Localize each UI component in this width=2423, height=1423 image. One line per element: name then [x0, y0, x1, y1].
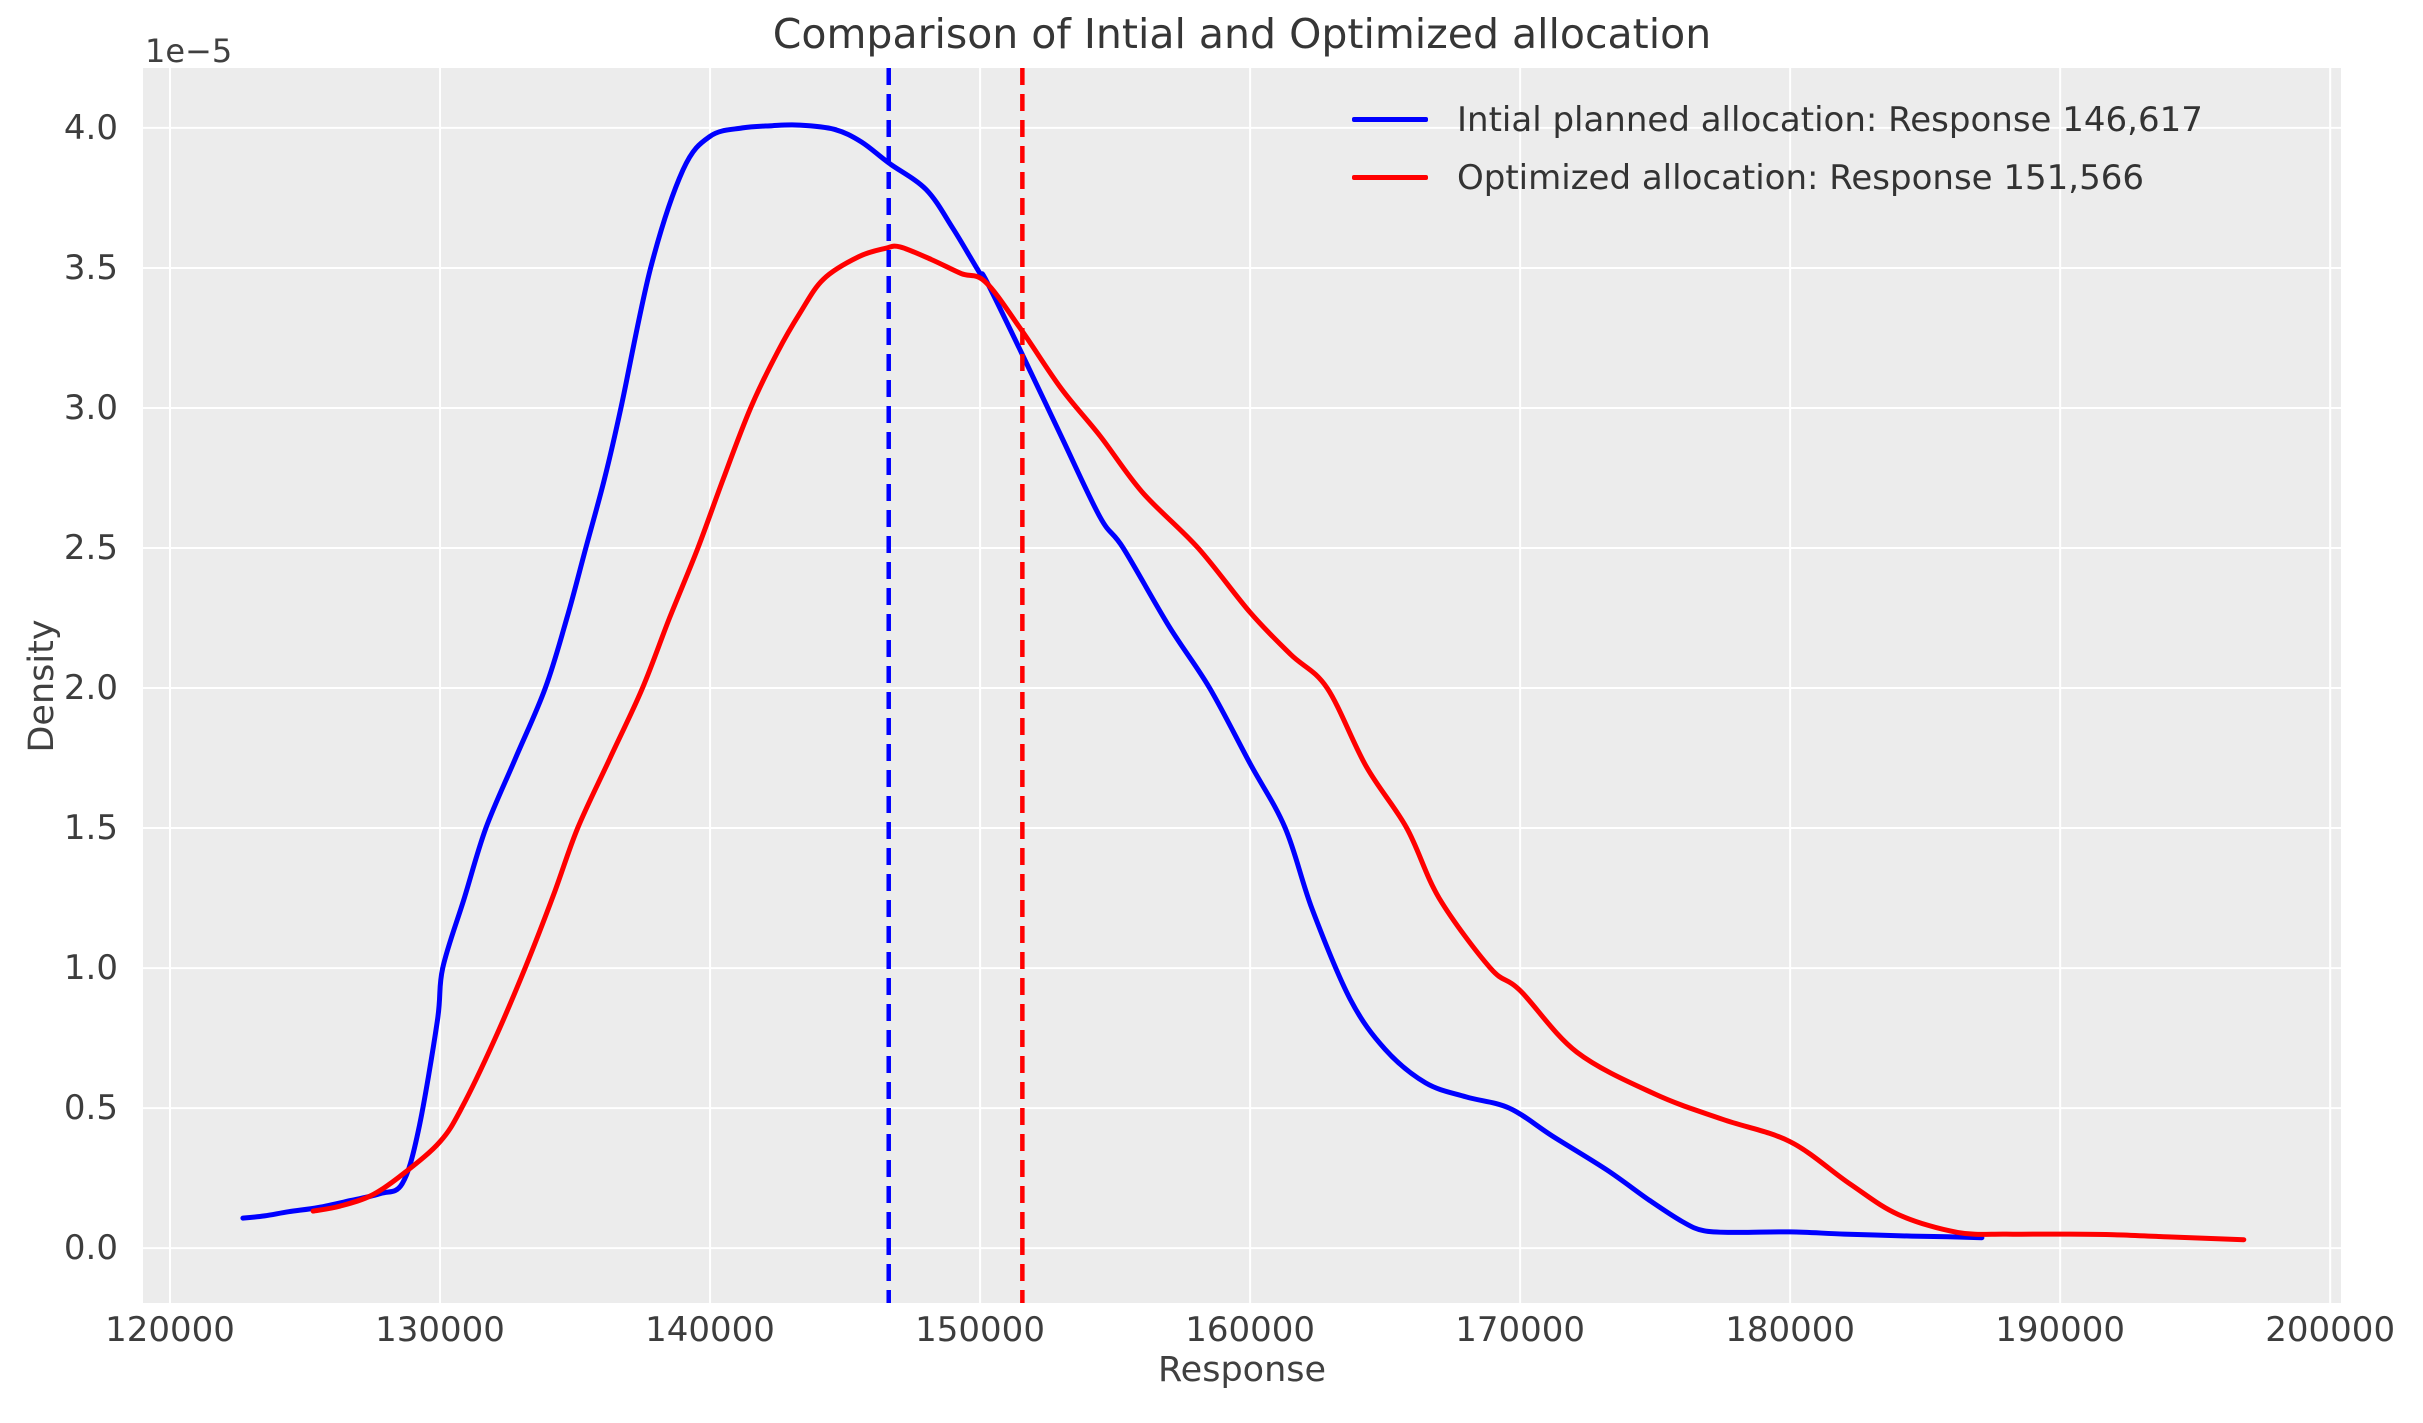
x-tick-label: 170000	[1455, 1310, 1586, 1350]
x-tick-label: 160000	[1185, 1310, 1315, 1350]
legend-label: Optimized allocation: Response 151,566	[1457, 158, 2144, 198]
x-tick-label: 130000	[375, 1310, 505, 1350]
y-tick-label: 4.0	[63, 107, 118, 148]
y-tick-label: 0.0	[63, 1228, 118, 1269]
y-tick-label: 2.5	[63, 527, 118, 568]
axes-background	[143, 68, 2341, 1303]
x-tick-label: 140000	[645, 1310, 775, 1350]
legend-label: Intial planned allocation: Response 146,…	[1457, 100, 2203, 140]
x-tick-label: 120000	[105, 1310, 235, 1350]
chart-title: Comparison of Intial and Optimized alloc…	[772, 10, 1712, 58]
y-tick-label: 1.0	[63, 948, 118, 989]
density-curve-initial	[240, 122, 1985, 1241]
legend-line-icon	[1352, 117, 1428, 122]
x-axis-label: Response	[1157, 1350, 1327, 1390]
x-tick-label: 180000	[1725, 1310, 1856, 1350]
x-tick-label: 200000	[2265, 1310, 2396, 1350]
y-tick-label: 2.0	[63, 668, 118, 709]
x-tick-label: 190000	[1995, 1310, 2126, 1350]
y-tick-label: 3.0	[63, 387, 118, 428]
legend-line-icon	[1352, 175, 1428, 180]
x-tick-label: 150000	[915, 1310, 1045, 1350]
y-tick-label: 1.5	[63, 808, 118, 849]
y-tick-label: 0.5	[63, 1088, 118, 1129]
y-axis-offset-text: 1e−5	[145, 32, 233, 70]
y-tick-label: 3.5	[63, 247, 118, 288]
